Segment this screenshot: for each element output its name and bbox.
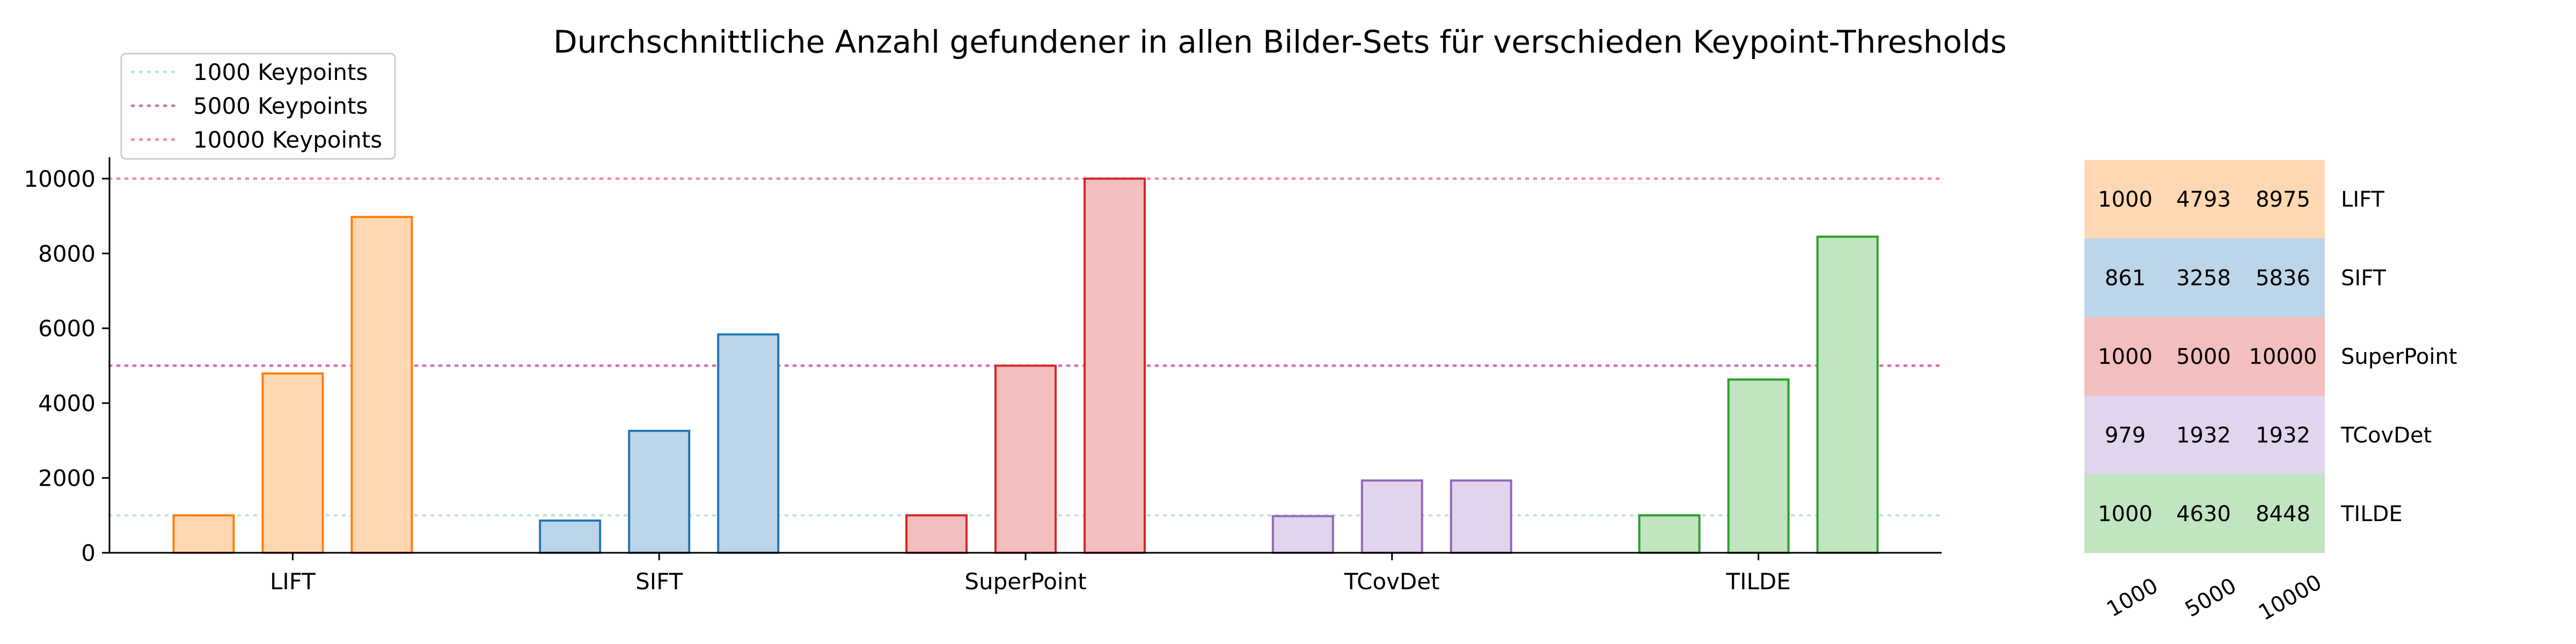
table-row-label: SuperPoint [2341,345,2457,369]
table-row [2084,396,2325,475]
legend-label: 1000 Keypoints [193,59,368,85]
table-cell: 979 [2105,423,2146,448]
y-tick-label: 2000 [38,465,96,492]
table-cell: 5836 [2256,266,2310,291]
y-tick-label: 6000 [38,316,96,342]
bar-lift-5000 [261,372,324,554]
table-column-label: 10000 [2255,570,2326,625]
bar-superpoint-5000 [994,364,1057,554]
bar-lift-1000 [172,514,235,554]
table-row-label: SIFT [2341,266,2386,291]
table-cell: 4793 [2176,187,2231,212]
y-tick-label: 0 [81,540,96,566]
table-cell: 1000 [2098,345,2153,369]
table-cell: 1000 [2098,187,2153,212]
table-row-label: LIFT [2341,187,2384,212]
table-cell: 4630 [2176,502,2231,526]
table-row [2084,160,2325,239]
reference-lines [108,177,1943,517]
table-column-label: 1000 [2103,573,2162,622]
bars [172,177,1879,554]
legend-label: 10000 Keypoints [193,127,382,153]
table-row [2084,238,2325,318]
chart-title: Durchschnittliche Anzahl gefundener in a… [553,24,2007,60]
legend: 1000 Keypoints 5000 Keypoints 10000 Keypoi… [120,53,396,160]
bar-sift-1000 [539,519,602,554]
bar-lift-10000 [350,216,413,554]
bar-tcovdet-10000 [1450,479,1512,554]
bar-tcovdet-1000 [1271,515,1334,554]
y-tick-label: 4000 [38,390,96,416]
bar-tcovdet-5000 [1360,479,1423,554]
x-tick-label: LIFT [270,568,316,595]
table-row-label: TILDE [2340,502,2403,526]
data-table: 1000 4793 8975 LIFT 861 3258 5836 SIFT 1000 5000 1… [2084,160,2457,625]
bar-sift-5000 [628,429,691,554]
table-cell: 3258 [2176,266,2231,291]
table-row [2084,317,2325,396]
legend-box [120,53,396,160]
bar-superpoint-1000 [905,514,968,554]
x-tick-label: TILDE [1725,568,1790,595]
y-tick-label: 10000 [24,166,96,192]
legend-label: 5000 Keypoints [193,93,368,119]
table-cell: 1000 [2098,502,2153,526]
x-tick-label: SuperPoint [964,568,1086,595]
bar-superpoint-10000 [1084,177,1146,554]
table-cell: 8975 [2256,187,2310,212]
bar-tilde-10000 [1816,236,1879,554]
table-row [2084,474,2325,553]
table-cell: 1932 [2176,423,2231,448]
x-tick-label: TCovDet [1344,568,1440,595]
bar-sift-10000 [717,333,780,554]
x-tick-label: SIFT [635,568,683,595]
table-cell: 861 [2105,266,2146,291]
axes: 0 2000 4000 6000 8000 10000 LIFT SIFT SuperPoint… [24,157,1942,595]
table-cell: 5000 [2176,345,2231,369]
table-row-label: TCovDet [2340,423,2432,448]
bar-tilde-5000 [1727,378,1790,554]
table-cell: 1932 [2256,423,2310,448]
bar-tilde-1000 [1638,514,1701,554]
y-tick-label: 8000 [38,240,96,267]
table-cell: 8448 [2256,502,2310,526]
table-column-label: 5000 [2181,573,2241,622]
table-cell: 10000 [2249,345,2317,369]
